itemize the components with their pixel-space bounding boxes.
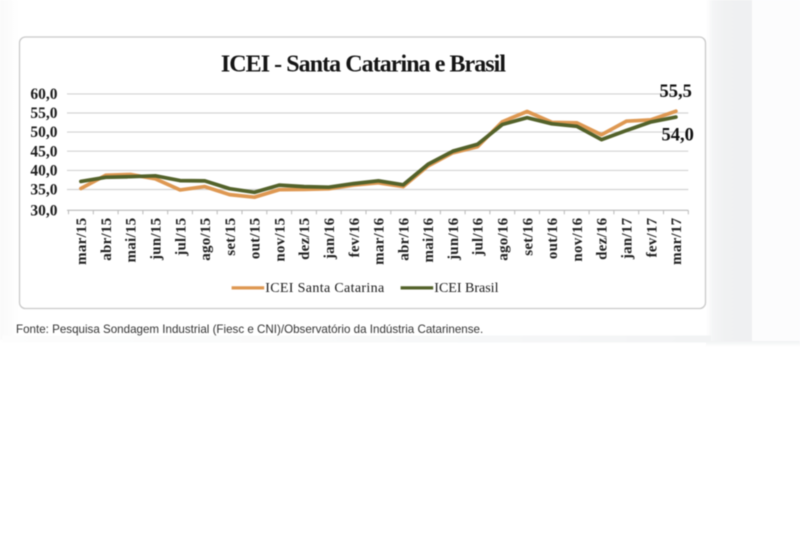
svg-text:dez/16: dez/16 <box>595 217 611 260</box>
svg-text:set/15: set/15 <box>223 218 239 256</box>
svg-text:abr/15: abr/15 <box>99 218 115 261</box>
svg-text:jan/16: jan/16 <box>322 217 338 260</box>
svg-text:60,0: 60,0 <box>30 86 57 103</box>
svg-text:out/15: out/15 <box>248 218 264 260</box>
svg-text:54,0: 54,0 <box>662 126 694 146</box>
svg-text:ICEI - Santa Catarina e Brasil: ICEI - Santa Catarina e Brasil <box>221 52 506 78</box>
svg-text:50,0: 50,0 <box>30 124 57 141</box>
svg-text:abr/16: abr/16 <box>396 217 412 260</box>
svg-text:fev/16: fev/16 <box>347 217 363 257</box>
svg-text:jan/17: jan/17 <box>620 217 636 260</box>
svg-text:set/16: set/16 <box>520 217 536 255</box>
svg-text:45,0: 45,0 <box>30 143 57 160</box>
svg-text:nov/16: nov/16 <box>570 217 586 261</box>
svg-text:40,0: 40,0 <box>30 163 57 180</box>
svg-text:fev/17: fev/17 <box>644 217 660 257</box>
svg-text:30,0: 30,0 <box>30 202 57 219</box>
svg-text:jun/16: jun/16 <box>446 217 462 261</box>
svg-text:dez/15: dez/15 <box>297 218 313 260</box>
svg-text:ago/15: ago/15 <box>198 218 214 261</box>
svg-text:55,0: 55,0 <box>30 105 57 122</box>
svg-text:mar/17: mar/17 <box>669 217 685 265</box>
svg-text:ago/16: ago/16 <box>496 217 512 260</box>
svg-text:mai/16: mai/16 <box>421 217 437 262</box>
svg-text:ICEI Brasil: ICEI Brasil <box>434 281 498 296</box>
svg-text:mar/15: mar/15 <box>74 218 90 265</box>
svg-text:35,0: 35,0 <box>30 182 57 199</box>
svg-text:mai/15: mai/15 <box>124 218 140 263</box>
svg-text:ICEI Santa Catarina: ICEI Santa Catarina <box>265 281 385 296</box>
svg-text:jun/15: jun/15 <box>149 218 165 261</box>
svg-text:jul/16: jul/16 <box>471 217 487 256</box>
svg-text:jul/15: jul/15 <box>173 218 189 257</box>
svg-text:mar/16: mar/16 <box>372 217 388 265</box>
svg-text:out/16: out/16 <box>545 217 561 259</box>
svg-text:nov/15: nov/15 <box>272 218 288 262</box>
svg-text:55,5: 55,5 <box>660 82 692 102</box>
svg-text:Fonte: Pesquisa Sondagem Indus: Fonte: Pesquisa Sondagem Industrial (Fie… <box>16 323 483 336</box>
